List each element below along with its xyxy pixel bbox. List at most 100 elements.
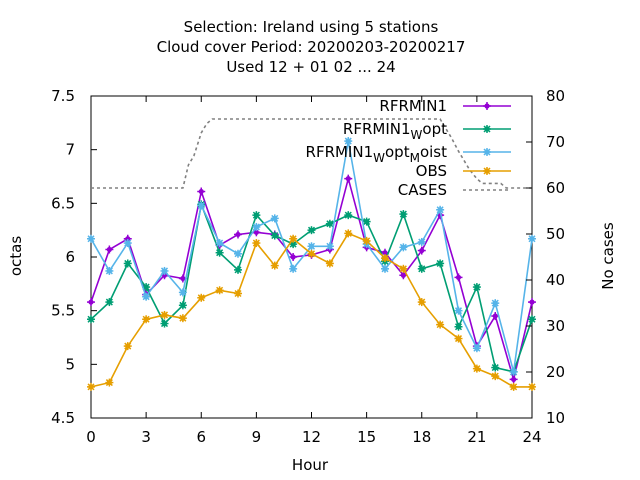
- data-point: [454, 273, 463, 282]
- chart-title-line-2: Cloud cover Period: 20200203-20200217: [157, 38, 466, 56]
- y-tick-label: 6: [65, 248, 75, 266]
- x-tick-label: 18: [412, 428, 431, 446]
- legend-label-cases: CASES: [398, 181, 447, 199]
- data-point: [417, 246, 426, 255]
- y-axis-label: octas: [7, 236, 25, 276]
- data-point: [215, 286, 224, 295]
- data-point: [270, 231, 279, 240]
- x-tick-label: 6: [196, 428, 206, 446]
- data-point: [528, 315, 536, 324]
- data-point: [178, 301, 187, 310]
- y2-tick-label: 30: [546, 317, 565, 335]
- data-point: [381, 254, 389, 263]
- data-point: [87, 298, 95, 307]
- data-point: [197, 293, 206, 302]
- x-tick-label: 15: [357, 428, 376, 446]
- y2-tick-label: 10: [546, 409, 565, 427]
- data-point: [528, 298, 536, 307]
- y-tick-label: 5.5: [51, 302, 75, 320]
- legend-label-4: OBS: [416, 162, 447, 180]
- data-point: [509, 367, 518, 376]
- data-point: [197, 187, 206, 196]
- data-point: [215, 239, 224, 248]
- x-tick-label: 9: [252, 428, 262, 446]
- data-point: [178, 314, 187, 323]
- axes: 0 3 6 9 12 15 18 21 24 4.5 5 5.5 6 6.5 7 7.5 10 20 30 40 50 6…: [51, 87, 565, 446]
- data-point: [252, 211, 261, 220]
- data-point: [252, 222, 261, 231]
- legend: RFRMIN1 RFRMIN1WoptRFRMIN1WoptMoistOBSCAS…: [306, 97, 511, 199]
- data-point: [123, 342, 132, 351]
- data-point: [160, 266, 169, 275]
- data-point: [399, 264, 408, 273]
- data-point: [344, 174, 353, 183]
- data-point: [105, 378, 114, 387]
- data-point: [87, 315, 95, 324]
- y2-tick-label: 80: [546, 87, 565, 105]
- data-point: [528, 382, 536, 391]
- data-point: [234, 265, 242, 274]
- x-tick-label: 21: [467, 428, 486, 446]
- y-tick-label: 7.5: [51, 87, 75, 105]
- data-point: [234, 230, 242, 239]
- data-point: [509, 375, 518, 384]
- data-point: [491, 299, 500, 308]
- data-point: [325, 259, 334, 268]
- data-point: [436, 320, 445, 329]
- legend-marker-3: [483, 148, 491, 156]
- data-point: [160, 310, 169, 319]
- y-tick-label: 4.5: [51, 409, 75, 427]
- data-point: [344, 137, 353, 146]
- y-tick-label: 6.5: [51, 194, 75, 212]
- data-point: [472, 283, 481, 292]
- data-point: [270, 214, 279, 223]
- data-point: [123, 239, 132, 248]
- data-point: [436, 259, 445, 268]
- data-point: [123, 259, 132, 268]
- data-point: [105, 266, 114, 275]
- data-point: [307, 226, 316, 235]
- data-point: [417, 264, 426, 273]
- data-point: [399, 243, 408, 252]
- data-point: [87, 382, 95, 391]
- data-point: [87, 234, 95, 243]
- y2-tick-label: 20: [546, 363, 565, 381]
- y2-tick-label: 50: [546, 225, 565, 243]
- data-point: [399, 210, 408, 219]
- y2-axis-label: No cases: [599, 222, 617, 290]
- chart-title-line-1: Selection: Ireland using 5 stations: [184, 18, 439, 36]
- data-point: [234, 289, 242, 298]
- data-point: [252, 239, 261, 248]
- legend-marker-4: [483, 167, 491, 175]
- x-tick-label: 12: [302, 428, 321, 446]
- legend-marker-1: [483, 102, 491, 110]
- data-point: [381, 264, 389, 273]
- data-point: [307, 242, 316, 251]
- data-point: [454, 306, 463, 315]
- data-point: [362, 217, 371, 226]
- data-point: [472, 344, 481, 353]
- legend-label-3: RFRMIN1WoptMoist: [306, 143, 448, 165]
- data-point: [105, 298, 114, 307]
- y2-tick-label: 40: [546, 271, 565, 289]
- data-point: [142, 292, 151, 301]
- legend-marker-2: [483, 125, 491, 133]
- y2-tick-label: 70: [546, 133, 565, 151]
- data-point: [160, 319, 169, 328]
- data-point: [454, 334, 463, 343]
- y-tick-label: 7: [65, 141, 75, 159]
- data-point: [289, 264, 298, 273]
- data-point: [325, 242, 334, 251]
- data-point: [105, 245, 114, 254]
- x-tick-label: 3: [141, 428, 151, 446]
- data-point: [344, 229, 353, 238]
- data-point: [454, 322, 463, 331]
- legend-label-1: RFRMIN1: [379, 97, 447, 115]
- x-tick-label: 0: [86, 428, 96, 446]
- data-point: [436, 205, 445, 214]
- data-point: [142, 315, 151, 324]
- series-line-cases: [91, 118, 532, 189]
- data-point: [362, 236, 371, 245]
- data-point: [417, 298, 426, 307]
- chart-title: Selection: Ireland using 5 stations Clou…: [157, 18, 466, 76]
